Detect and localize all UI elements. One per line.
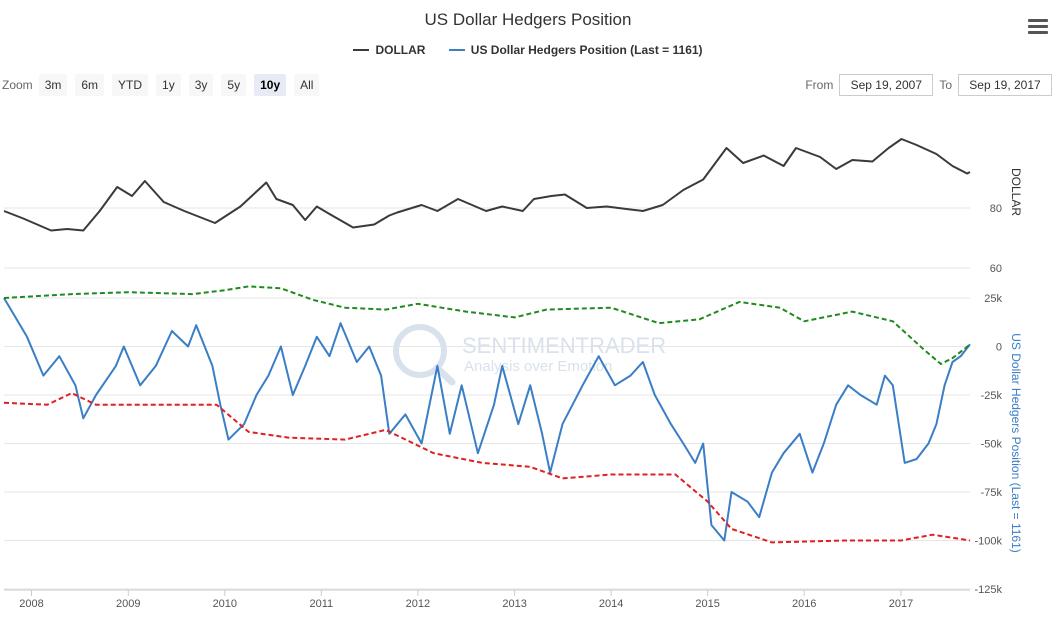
to-label: To bbox=[939, 78, 952, 92]
series-line-lower-band bbox=[3, 392, 971, 544]
date-range: From Sep 19, 2007 To Sep 19, 2017 bbox=[799, 74, 1052, 96]
zoom-3m-button[interactable]: 3m bbox=[38, 74, 68, 96]
legend-item-hedgers[interactable]: US Dollar Hedgers Position (Last = 1161) bbox=[448, 43, 703, 57]
from-label: From bbox=[805, 78, 834, 92]
y-tick-label: 60 bbox=[990, 263, 1002, 275]
x-tick-label: 2013 bbox=[502, 598, 526, 610]
zoom-6m-button[interactable]: 6m bbox=[75, 74, 105, 96]
zoom-label: Zoom bbox=[2, 78, 33, 92]
from-date-input[interactable]: Sep 19, 2007 bbox=[839, 74, 934, 96]
zoom-5y-button[interactable]: 5y bbox=[221, 74, 247, 96]
zoom-ytd-button[interactable]: YTD bbox=[112, 74, 149, 96]
zoom-3y-button[interactable]: 3y bbox=[188, 74, 214, 96]
x-tick-label: 2011 bbox=[310, 598, 334, 610]
series-line-dollar bbox=[3, 138, 971, 232]
x-tick-label: 2010 bbox=[213, 598, 237, 610]
zoom-10y-button[interactable]: 10y bbox=[254, 74, 287, 96]
zoom-selector: Zoom 3m 6m YTD 1y 3y 5y 10y All bbox=[2, 74, 327, 96]
x-tick-label: 2015 bbox=[695, 598, 719, 610]
watermark-logo-icon bbox=[393, 324, 447, 378]
y-axis-label-hedgers: US Dollar Hedgers Position (Last = 1161) bbox=[1009, 333, 1023, 553]
watermark-name: SENTIMENTRADER bbox=[462, 333, 666, 358]
zoom-1y-button[interactable]: 1y bbox=[156, 74, 181, 96]
x-tick-label: 2014 bbox=[599, 598, 623, 610]
hamburger-menu-icon[interactable] bbox=[1026, 16, 1050, 38]
zoom-all-button[interactable]: All bbox=[294, 74, 320, 96]
axes-layer: 60 80 25k 0 -25k -50k -75k -100k -125k 2008 2009 20… bbox=[4, 203, 1002, 610]
legend-swatch-dollar bbox=[353, 49, 370, 51]
series-layer bbox=[3, 138, 971, 544]
y-tick-label: 0 bbox=[996, 342, 1002, 354]
y-tick-label: -100k bbox=[974, 536, 1002, 548]
y-tick-label: 80 bbox=[990, 203, 1002, 215]
y-tick-label: 25k bbox=[984, 293, 1002, 305]
x-tick-label: 2012 bbox=[406, 598, 430, 610]
legend-swatch-hedgers bbox=[448, 49, 465, 51]
to-date-input[interactable]: Sep 19, 2017 bbox=[958, 74, 1052, 96]
y-tick-label: -50k bbox=[981, 439, 1003, 451]
x-tick-label: 2017 bbox=[889, 598, 913, 610]
chart-title: US Dollar Hedgers Position bbox=[424, 10, 632, 29]
legend-label-dollar: DOLLAR bbox=[375, 43, 426, 57]
y-tick-label: -125k bbox=[974, 584, 1002, 596]
legend-label-hedgers: US Dollar Hedgers Position (Last = 1161) bbox=[470, 43, 703, 57]
x-tick-label: 2009 bbox=[116, 598, 140, 610]
y-tick-label: -25k bbox=[981, 390, 1003, 402]
series-line-upper-band bbox=[3, 285, 971, 365]
y-tick-label: -75k bbox=[981, 487, 1003, 499]
x-tick-label: 2008 bbox=[19, 598, 43, 610]
chart-legend: DOLLAR US Dollar Hedgers Position (Last … bbox=[0, 40, 1056, 57]
y-axis-label-dollar: DOLLAR bbox=[1009, 168, 1023, 216]
series-line-us-dollar-hedgers-position-last-1161- bbox=[3, 297, 971, 542]
watermark-handle bbox=[433, 364, 456, 386]
legend-item-dollar[interactable]: DOLLAR bbox=[353, 43, 425, 57]
grid-lines bbox=[4, 207, 970, 590]
x-tick-label: 2016 bbox=[792, 598, 816, 610]
